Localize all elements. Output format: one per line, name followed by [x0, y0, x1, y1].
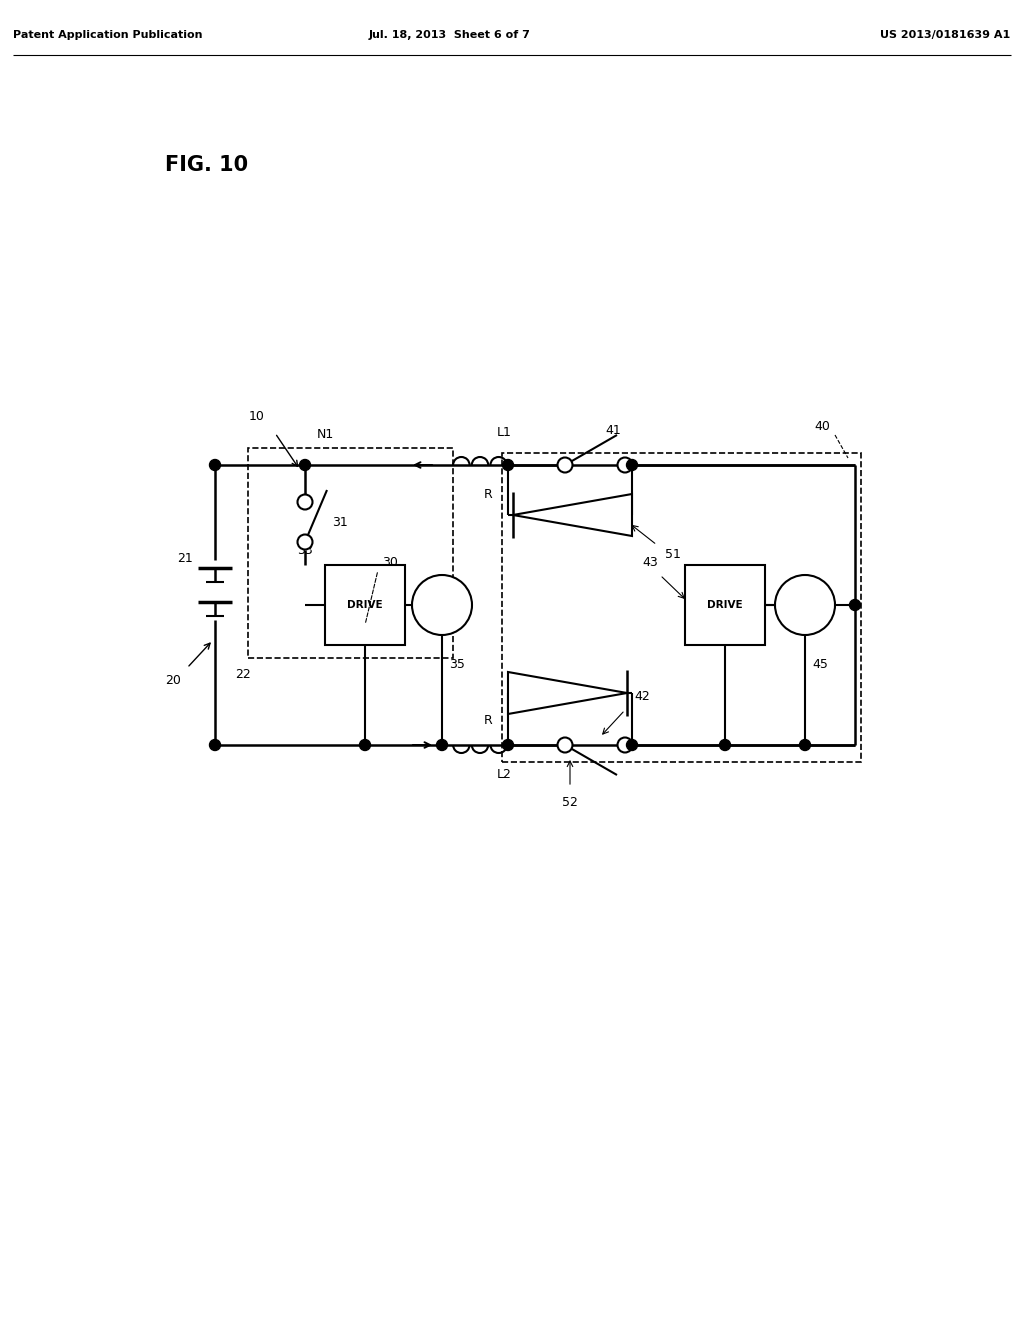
Circle shape [210, 739, 220, 751]
Text: Patent Application Publication: Patent Application Publication [13, 30, 203, 40]
Text: R: R [483, 488, 493, 502]
Text: L1: L1 [497, 426, 511, 440]
Text: 22: 22 [236, 668, 251, 681]
Polygon shape [513, 494, 632, 536]
Text: DRIVE: DRIVE [708, 601, 742, 610]
Text: US 2013/0181639 A1: US 2013/0181639 A1 [880, 30, 1010, 40]
Circle shape [298, 535, 312, 549]
Circle shape [850, 599, 860, 610]
Circle shape [720, 739, 730, 751]
Circle shape [775, 576, 835, 635]
Text: 45: 45 [812, 659, 828, 672]
Text: R: R [483, 714, 493, 726]
Text: 33: 33 [297, 544, 313, 557]
Circle shape [627, 739, 638, 751]
Circle shape [557, 458, 572, 473]
Text: $M_s$: $M_s$ [797, 598, 813, 612]
Text: 31: 31 [332, 516, 348, 529]
Polygon shape [508, 672, 627, 714]
Text: 41: 41 [605, 424, 621, 437]
Circle shape [298, 495, 312, 510]
Text: 21: 21 [177, 552, 193, 565]
Text: 40: 40 [814, 421, 829, 433]
Text: 42: 42 [634, 690, 650, 704]
Circle shape [359, 739, 371, 751]
Text: FIG. 10: FIG. 10 [165, 154, 248, 176]
Text: 10: 10 [249, 411, 265, 424]
Bar [502, 453, 861, 762]
Text: DRIVE: DRIVE [347, 601, 383, 610]
Bar [325, 565, 406, 645]
Text: Jul. 18, 2013  Sheet 6 of 7: Jul. 18, 2013 Sheet 6 of 7 [369, 30, 530, 40]
Text: N1: N1 [316, 429, 334, 441]
Circle shape [412, 576, 472, 635]
Circle shape [436, 739, 447, 751]
Circle shape [503, 739, 513, 751]
Text: L2: L2 [497, 768, 511, 781]
Text: 43: 43 [642, 557, 657, 569]
Bar [248, 447, 453, 657]
Text: 35: 35 [450, 659, 465, 672]
Text: 52: 52 [562, 796, 578, 808]
Circle shape [617, 738, 633, 752]
Bar [685, 565, 765, 645]
Circle shape [627, 459, 638, 470]
Circle shape [503, 459, 513, 470]
Text: 30: 30 [382, 556, 398, 569]
Text: 51: 51 [665, 549, 681, 561]
Circle shape [557, 738, 572, 752]
Circle shape [617, 458, 633, 473]
Circle shape [299, 459, 310, 470]
Circle shape [800, 739, 811, 751]
Text: 20: 20 [165, 673, 181, 686]
Text: $M_m$: $M_m$ [432, 598, 452, 612]
Circle shape [210, 459, 220, 470]
